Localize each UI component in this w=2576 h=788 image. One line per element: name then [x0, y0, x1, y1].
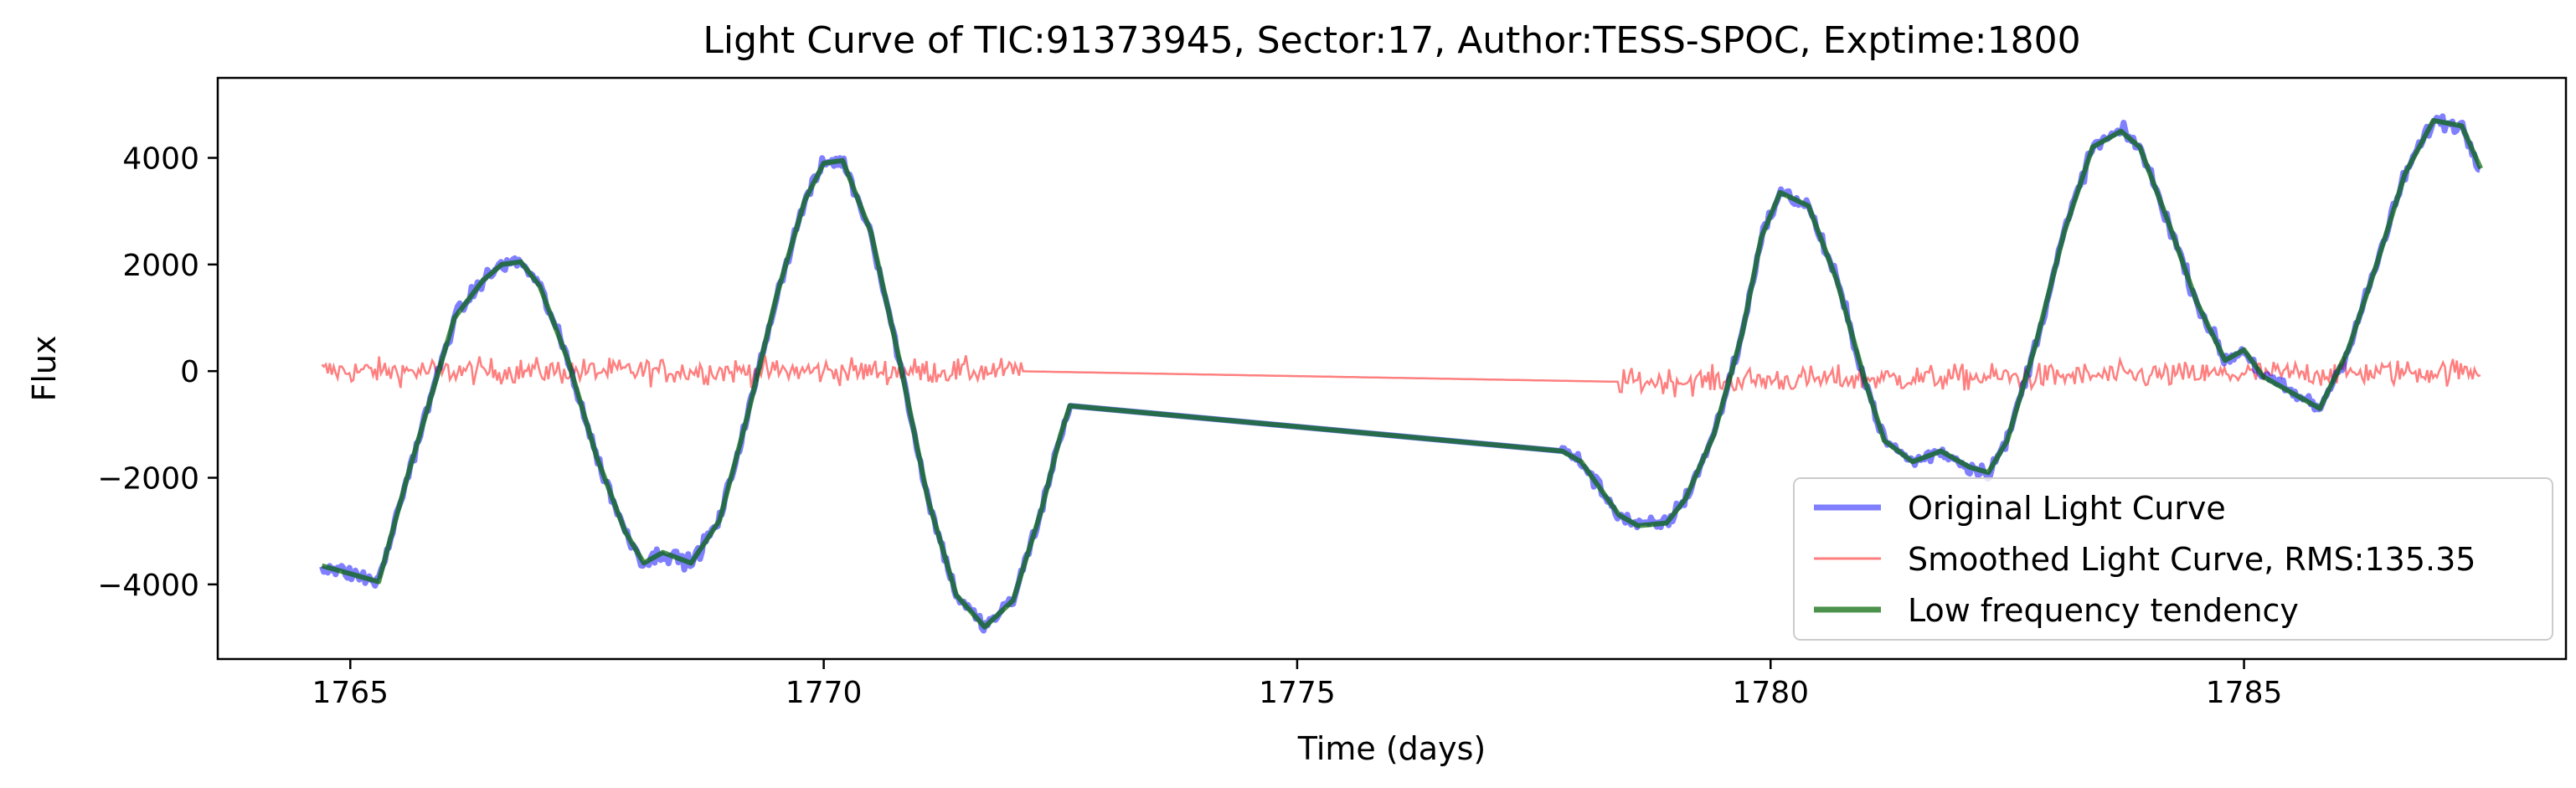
x-tick-label: 1780 [1732, 676, 1809, 710]
legend: Original Light Curve Smoothed Light Curv… [1793, 477, 2553, 641]
y-axis-label: Flux [26, 336, 63, 402]
y-tick-label: 0 [180, 355, 199, 389]
smoothed-curve-line [321, 355, 2481, 398]
x-tick-label: 1770 [786, 676, 863, 710]
legend-box [1793, 477, 2553, 641]
legend-label-tendency: Low frequency tendency [1908, 592, 2299, 629]
x-tick-label: 1785 [2206, 676, 2283, 710]
chart-title: Light Curve of TIC:91373945, Sector:17, … [703, 19, 2080, 62]
x-tick-label: 1775 [1259, 676, 1336, 710]
plot-area [319, 113, 2483, 634]
y-tick-label: 4000 [122, 142, 199, 177]
axis-ticks: 1765 1770 1775 1780 1785 −4000 −2000 0 2000 4000 [97, 142, 2282, 710]
tendency-curve-line [321, 117, 2483, 630]
x-axis-label: Time (days) [1297, 730, 1486, 767]
x-tick-label: 1765 [312, 676, 389, 710]
legend-label-original: Original Light Curve [1908, 490, 2226, 527]
legend-label-smoothed: Smoothed Light Curve, RMS:135.35 [1908, 541, 2476, 578]
axes-frame [216, 76, 2568, 661]
y-tick-label: −4000 [97, 569, 199, 603]
y-tick-label: 2000 [122, 249, 199, 283]
y-tick-label: −2000 [97, 462, 199, 497]
